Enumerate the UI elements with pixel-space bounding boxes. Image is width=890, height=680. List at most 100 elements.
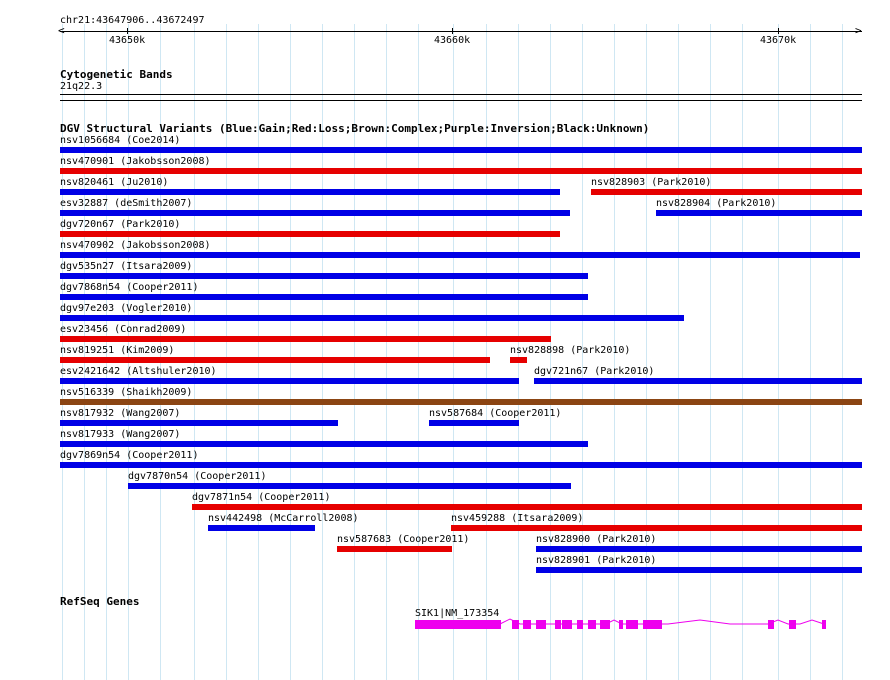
variant-label[interactable]: dgv7871n54 (Cooper2011): [192, 492, 331, 503]
ruler-left-arrow-icon: <: [58, 24, 65, 37]
grid-line: [646, 24, 647, 680]
exon-block: [789, 620, 796, 629]
variant-label[interactable]: nsv470902 (Jakobsson2008): [60, 240, 211, 251]
variant-label[interactable]: nsv459288 (Itsara2009): [451, 513, 584, 524]
grid-line: [486, 24, 487, 680]
variant-label[interactable]: nsv828898 (Park2010): [510, 345, 631, 356]
variant-label[interactable]: nsv828901 (Park2010): [536, 555, 657, 566]
exon-block: [643, 620, 648, 629]
exon-block: [600, 620, 610, 629]
variant-label[interactable]: dgv720n67 (Park2010): [60, 219, 181, 230]
grid-line: [386, 24, 387, 680]
variant-bar-loss[interactable]: [591, 189, 862, 195]
exon-block: [555, 620, 561, 629]
grid-line: [810, 24, 811, 680]
variant-label[interactable]: esv2421642 (Altshuler2010): [60, 366, 217, 377]
variant-bar-complex[interactable]: [60, 399, 862, 405]
grid-line: [194, 24, 195, 680]
cytoband-line-top: [60, 94, 862, 95]
variant-bar-gain[interactable]: [208, 525, 315, 531]
variant-label[interactable]: nsv516339 (Shaikh2009): [60, 387, 193, 398]
grid-line: [160, 24, 161, 680]
grid-line: [550, 24, 551, 680]
variant-label[interactable]: nsv442498 (McCarroll2008): [208, 513, 359, 524]
exon-block: [822, 620, 826, 629]
ruler-tick-mark: [778, 28, 779, 34]
variant-bar-gain[interactable]: [60, 189, 560, 195]
refseq-track-title[interactable]: RefSeq Genes: [60, 595, 140, 608]
exon-block: [619, 620, 623, 629]
variant-label[interactable]: dgv7868n54 (Cooper2011): [60, 282, 199, 293]
variant-bar-loss[interactable]: [337, 546, 452, 552]
variant-bar-gain[interactable]: [60, 273, 588, 279]
cytoband-label: 21q22.3: [60, 81, 103, 92]
variant-label[interactable]: dgv7869n54 (Cooper2011): [60, 450, 199, 461]
grid-line: [258, 24, 259, 680]
variant-label[interactable]: nsv828903 (Park2010): [591, 177, 712, 188]
variant-label[interactable]: esv23456 (Conrad2009): [60, 324, 187, 335]
variant-bar-gain[interactable]: [60, 378, 519, 384]
ruler-tick-label: 43660k: [434, 35, 471, 46]
grid-line: [128, 24, 129, 680]
grid-line: [84, 24, 85, 680]
exon-block: [536, 620, 546, 629]
variant-bar-gain[interactable]: [656, 210, 862, 216]
variant-bar-gain[interactable]: [536, 567, 862, 573]
variant-label[interactable]: dgv7870n54 (Cooper2011): [128, 471, 267, 482]
grid-line: [842, 24, 843, 680]
ruler-tick-mark: [127, 28, 128, 34]
variant-label[interactable]: nsv817932 (Wang2007): [60, 408, 181, 419]
ruler-axis: [60, 31, 862, 32]
variant-bar-gain[interactable]: [60, 252, 860, 258]
grid-line: [678, 24, 679, 680]
variant-label[interactable]: nsv470901 (Jakobsson2008): [60, 156, 211, 167]
exon-block: [626, 620, 638, 629]
exon-block: [768, 620, 774, 629]
exon-block: [512, 620, 519, 629]
variant-bar-gain[interactable]: [60, 441, 588, 447]
variant-label[interactable]: nsv587683 (Cooper2011): [337, 534, 470, 545]
variant-label[interactable]: nsv828904 (Park2010): [656, 198, 777, 209]
variant-bar-gain[interactable]: [60, 147, 862, 153]
ruler-tick-mark: [452, 28, 453, 34]
grid-line: [226, 24, 227, 680]
gene-model[interactable]: [0, 610, 890, 640]
variant-bar-loss[interactable]: [60, 168, 862, 174]
dgv-track-title[interactable]: DGV Structural Variants (Blue:Gain;Red:L…: [60, 122, 650, 135]
variant-bar-gain[interactable]: [429, 420, 519, 426]
variant-label[interactable]: nsv828900 (Park2010): [536, 534, 657, 545]
variant-bar-gain[interactable]: [128, 483, 571, 489]
variant-label[interactable]: dgv721n67 (Park2010): [534, 366, 655, 377]
cytoband-track-title[interactable]: Cytogenetic Bands: [60, 68, 173, 81]
location-label: chr21:43647906..43672497: [60, 15, 205, 26]
exon-block: [523, 620, 531, 629]
exon-block: [577, 620, 583, 629]
variant-label[interactable]: dgv97e203 (Vogler2010): [60, 303, 193, 314]
variant-bar-gain[interactable]: [60, 210, 570, 216]
gene-label[interactable]: SIK1|NM_173354: [415, 608, 500, 619]
variant-bar-loss[interactable]: [451, 525, 862, 531]
variant-label[interactable]: esv32887 (deSmith2007): [60, 198, 193, 209]
variant-bar-loss[interactable]: [510, 357, 527, 363]
variant-bar-gain[interactable]: [60, 462, 862, 468]
variant-label[interactable]: nsv1056684 (Coe2014): [60, 135, 181, 146]
variant-bar-gain[interactable]: [534, 378, 862, 384]
variant-bar-gain[interactable]: [60, 315, 684, 321]
cytoband-line-bottom: [60, 100, 862, 101]
variant-label[interactable]: nsv819251 (Kim2009): [60, 345, 175, 356]
variant-label[interactable]: nsv817933 (Wang2007): [60, 429, 181, 440]
variant-label[interactable]: nsv587684 (Cooper2011): [429, 408, 562, 419]
variant-bar-loss[interactable]: [192, 504, 862, 510]
ruler-tick-label: 43670k: [760, 35, 797, 46]
variant-bar-gain[interactable]: [60, 294, 588, 300]
exon-block: [588, 620, 596, 629]
variant-label[interactable]: dgv535n27 (Itsara2009): [60, 261, 193, 272]
variant-label[interactable]: nsv820461 (Ju2010): [60, 177, 169, 188]
variant-bar-gain[interactable]: [536, 546, 862, 552]
variant-bar-loss[interactable]: [60, 357, 490, 363]
variant-bar-gain[interactable]: [60, 420, 338, 426]
grid-line: [710, 24, 711, 680]
variant-bar-loss[interactable]: [60, 336, 551, 342]
variant-bar-loss[interactable]: [60, 231, 560, 237]
grid-line: [354, 24, 355, 680]
